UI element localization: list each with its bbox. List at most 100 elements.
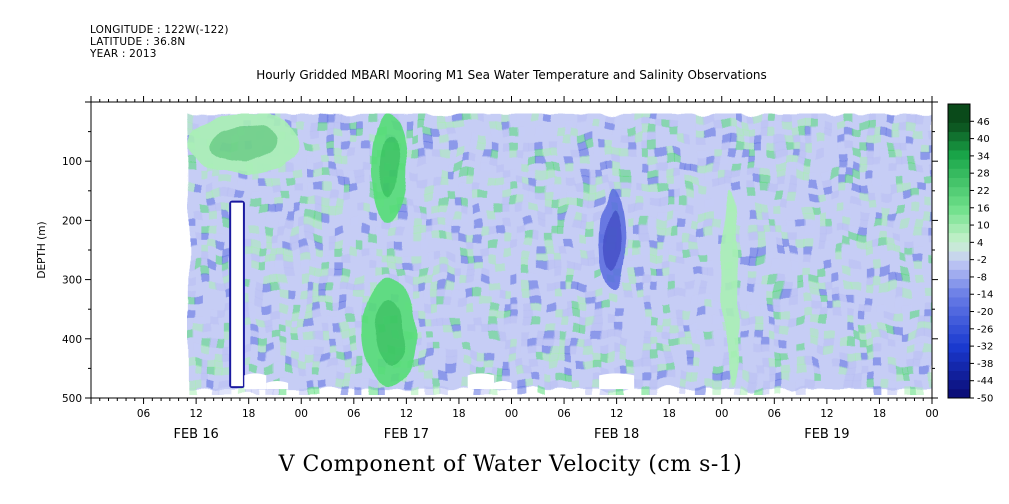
heatmap-cell	[439, 316, 448, 325]
heatmap-cell	[509, 295, 518, 304]
heatmap-cell	[572, 148, 581, 157]
heatmap-cell	[341, 344, 350, 353]
heatmap-cell	[278, 260, 287, 269]
heatmap-cell	[425, 316, 434, 325]
heatmap-cell	[572, 260, 581, 269]
heatmap-cell	[586, 183, 595, 192]
heatmap-cell	[712, 218, 721, 227]
heatmap-cell	[404, 253, 413, 262]
heatmap-cell	[754, 330, 763, 339]
heatmap-cell	[418, 141, 427, 150]
heatmap-cell	[257, 344, 266, 353]
heatmap-cell	[467, 302, 476, 311]
colorbar-band	[948, 205, 970, 215]
heatmap-cell	[873, 260, 882, 269]
heatmap-cell	[663, 155, 672, 164]
heatmap-cell	[481, 155, 490, 164]
heatmap-cell	[481, 246, 490, 255]
heatmap-cell	[292, 183, 301, 192]
heatmap-cell	[684, 197, 693, 206]
heatmap-cell	[901, 190, 910, 199]
colorbar-label: 22	[977, 186, 990, 197]
heatmap-cell	[474, 316, 483, 325]
heatmap-cell	[355, 274, 364, 283]
heatmap-cell	[782, 337, 791, 346]
heatmap-cell	[628, 274, 637, 283]
heatmap-cell	[705, 113, 714, 122]
heatmap-cell	[852, 113, 861, 122]
heatmap-cell	[502, 288, 511, 297]
heatmap-cell	[481, 274, 490, 283]
heatmap-cell	[264, 176, 273, 185]
heatmap-cell	[502, 337, 511, 346]
feature-blob-4	[721, 190, 740, 387]
heatmap-cell	[264, 351, 273, 360]
heatmap-cell	[495, 344, 504, 353]
heatmap-cell	[215, 358, 224, 367]
heatmap-cell	[782, 351, 791, 360]
heatmap-cell	[341, 281, 350, 290]
heatmap-cell	[894, 274, 903, 283]
heatmap-cell	[250, 337, 259, 346]
heatmap-cell	[894, 127, 903, 136]
heatmap-cell	[894, 295, 903, 304]
heatmap-cell	[257, 288, 266, 297]
heatmap-cell	[894, 232, 903, 241]
heatmap-cell	[880, 148, 889, 157]
heatmap-cell	[404, 260, 413, 269]
heatmap-cell	[201, 246, 210, 255]
heatmap-cell	[502, 323, 511, 332]
heatmap-cell	[446, 323, 455, 332]
heatmap-cell	[887, 113, 896, 122]
heatmap-cell	[572, 309, 581, 318]
heatmap-cell	[649, 183, 658, 192]
heatmap-cell	[572, 127, 581, 136]
heatmap-cell	[663, 232, 672, 241]
heatmap-cell	[460, 113, 469, 122]
heatmap-cell	[852, 330, 861, 339]
heatmap-cell	[880, 267, 889, 276]
heatmap-cell	[453, 330, 462, 339]
heatmap-cell	[236, 169, 245, 178]
heatmap-cell	[607, 295, 616, 304]
heatmap-cell	[390, 239, 399, 248]
heatmap-cell	[712, 316, 721, 325]
heatmap-cell	[537, 148, 546, 157]
heatmap-cell	[194, 232, 203, 241]
heatmap-cell	[215, 351, 224, 360]
heatmap-cell	[782, 134, 791, 143]
heatmap-cell	[922, 344, 931, 353]
heatmap-cell	[320, 211, 329, 220]
heatmap-cell	[208, 365, 217, 374]
heatmap-cell	[915, 274, 924, 283]
heatmap-cell	[845, 281, 854, 290]
heatmap-cell	[439, 295, 448, 304]
heatmap-cell	[705, 295, 714, 304]
heatmap-cell	[523, 330, 532, 339]
y-tick-label: 100	[62, 156, 82, 168]
heatmap-cell	[845, 246, 854, 255]
heatmap-cell	[383, 218, 392, 227]
heatmap-cell	[873, 134, 882, 143]
heatmap-cell	[642, 141, 651, 150]
heatmap-cell	[880, 211, 889, 220]
heatmap-cell	[355, 120, 364, 129]
heatmap-cell	[649, 113, 658, 122]
heatmap-cell	[509, 379, 518, 388]
heatmap-cell	[334, 113, 343, 122]
heatmap-cell	[313, 141, 322, 150]
heatmap-cell	[523, 225, 532, 234]
heatmap-cell	[313, 344, 322, 353]
heatmap-cell	[355, 365, 364, 374]
heatmap-cell	[803, 134, 812, 143]
heatmap-cell	[915, 316, 924, 325]
heatmap-cell	[208, 281, 217, 290]
heatmap-cell	[705, 211, 714, 220]
heatmap-cell	[775, 190, 784, 199]
heatmap-cell	[747, 183, 756, 192]
heatmap-cell	[579, 316, 588, 325]
heatmap-cell	[628, 239, 637, 248]
heatmap-cell	[418, 309, 427, 318]
heatmap-cell	[243, 358, 252, 367]
heatmap-cell	[460, 246, 469, 255]
